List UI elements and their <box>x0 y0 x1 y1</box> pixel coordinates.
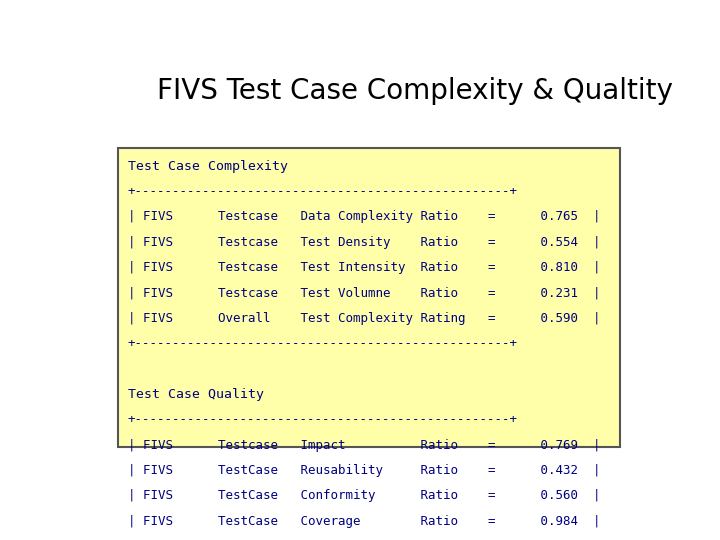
Text: Test Case Quality: Test Case Quality <box>128 388 264 401</box>
Text: | FIVS      TestCase   Conformity      Ratio    =      0.560  |: | FIVS TestCase Conformity Ratio = 0.560… <box>128 489 600 502</box>
Text: | FIVS      Testcase   Data Complexity Ratio    =      0.765  |: | FIVS Testcase Data Complexity Ratio = … <box>128 211 600 224</box>
Text: | FIVS      Testcase   Test Density    Ratio    =      0.554  |: | FIVS Testcase Test Density Ratio = 0.5… <box>128 235 600 249</box>
Text: | FIVS      TestCase   Coverage        Ratio    =      0.984  |: | FIVS TestCase Coverage Ratio = 0.984 | <box>128 515 600 528</box>
FancyBboxPatch shape <box>118 148 620 447</box>
Text: | FIVS      Testcase   Test Volumne    Ratio    =      0.231  |: | FIVS Testcase Test Volumne Ratio = 0.2… <box>128 286 600 299</box>
Text: +--------------------------------------------------+: +---------------------------------------… <box>128 337 518 350</box>
Text: Test Case Complexity: Test Case Complexity <box>128 160 288 173</box>
Text: | FIVS      Overall    Test Complexity Rating   =      0.590  |: | FIVS Overall Test Complexity Rating = … <box>128 312 600 325</box>
Text: +--------------------------------------------------+: +---------------------------------------… <box>128 413 518 426</box>
Text: | FIVS      TestCase   Reusability     Ratio    =      0.432  |: | FIVS TestCase Reusability Ratio = 0.43… <box>128 464 600 477</box>
Text: FIVS Test Case Complexity & Qualtity: FIVS Test Case Complexity & Qualtity <box>157 77 672 105</box>
Text: +--------------------------------------------------+: +---------------------------------------… <box>128 185 518 198</box>
Text: | FIVS      Testcase   Test Intensity  Ratio    =      0.810  |: | FIVS Testcase Test Intensity Ratio = 0… <box>128 261 600 274</box>
Text: | FIVS      Testcase   Impact          Ratio    =      0.769  |: | FIVS Testcase Impact Ratio = 0.769 | <box>128 438 600 451</box>
